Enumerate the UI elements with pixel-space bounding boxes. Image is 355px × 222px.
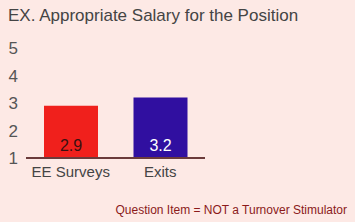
- html-text:EX. Appropriate Salary for the: EX. Appropriate Salary for the Position: [8, 6, 299, 25]
- svg-text:4: 4: [9, 67, 18, 86]
- svg-text:EE Surveys: EE Surveys: [32, 163, 110, 180]
- svg-text:2.9: 2.9: [60, 137, 82, 154]
- svg-text:5: 5: [9, 39, 18, 58]
- svg-text:3: 3: [9, 94, 18, 113]
- svg-text:2: 2: [9, 122, 18, 141]
- svg-text:Exits: Exits: [144, 163, 177, 180]
- svg-text:1: 1: [9, 149, 18, 168]
- html-text:Question Item = NOT a Turnover: Question Item = NOT a Turnover Stimulato…: [115, 203, 347, 217]
- svg-text:3.2: 3.2: [149, 137, 171, 154]
